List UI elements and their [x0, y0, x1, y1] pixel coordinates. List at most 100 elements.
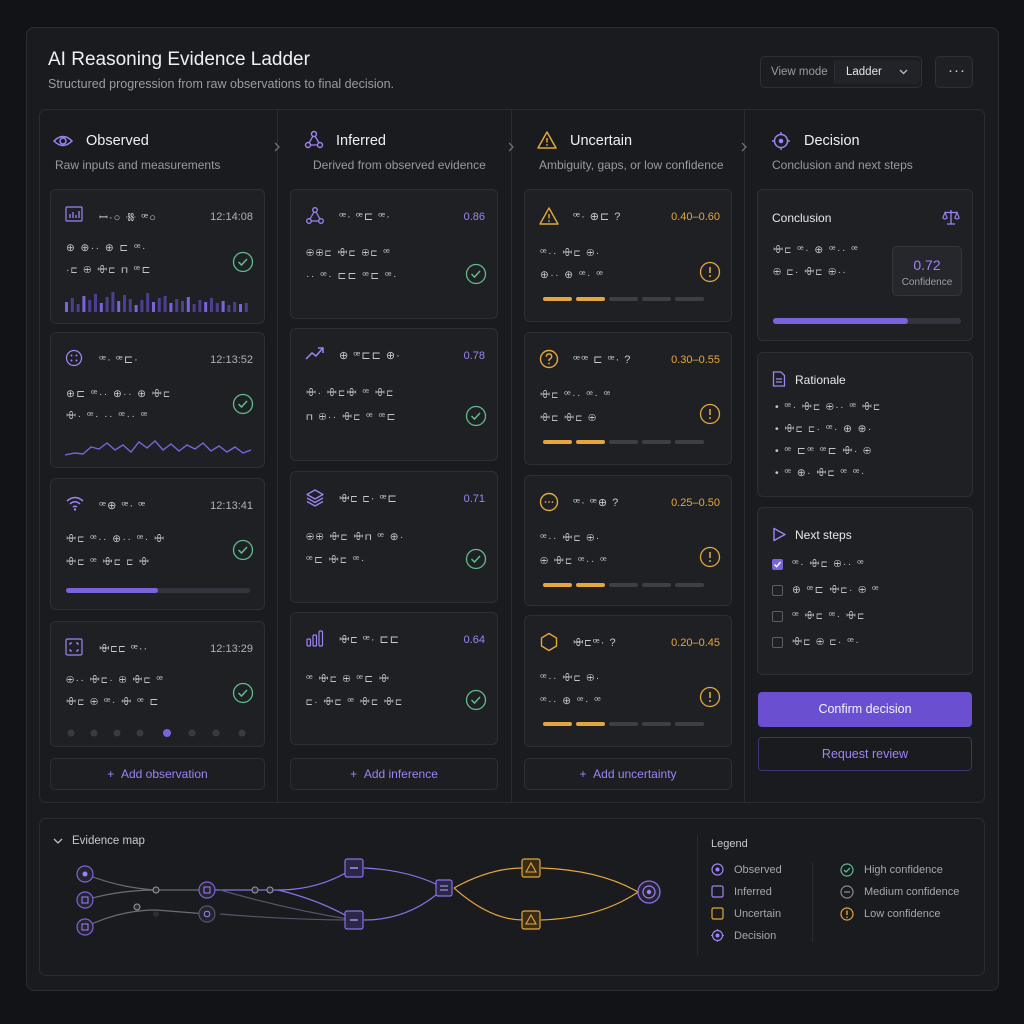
- network-icon: [304, 130, 324, 149]
- next-step-text: ⊕ ꟹ⊏ ꗳ⊏· ⊕ ꟹ: [792, 584, 881, 596]
- column-divider: [511, 110, 512, 802]
- inference-line: ·· ꟹ· ⊏⊏ ꟹ⊏ ꟹ·: [306, 270, 398, 282]
- high-confidence-check-icon: [465, 689, 487, 711]
- observation-card[interactable]: ꟹ· ꟹ⊏· 12:13:52 ⊕⊏ ꟹ·· ⊕·· ⊕ ꗳ⊏ ꗳ· ꟹ· ··…: [50, 332, 265, 468]
- document-icon: [772, 371, 786, 387]
- chevron-right-icon: [274, 142, 280, 152]
- spark-bar: [134, 305, 138, 312]
- spark-bar: [99, 303, 103, 312]
- view-mode-select[interactable]: Ladder: [834, 60, 920, 84]
- inference-line: ⊕⊕ ꗳ⊏ ꗳ⊓ ꟹ ⊕·: [306, 531, 405, 543]
- add-inference-button[interactable]: + Add inference: [290, 758, 498, 790]
- inference-card[interactable]: ꟹ· ꟹ⊏ ꟹ· 0.86 ⊕⊕⊏ ꗳ⊏ ⊕⊏ ꟹ ·· ꟹ· ⊏⊏ ꟹ⊏ ꟹ·: [290, 189, 498, 319]
- uncertainty-card[interactable]: ꟹ· ⊕⊏ ? 0.40–0.60 ꟹ·· ꗳ⊏ ⊕· ⊕·· ⊕ ꟹ· ꟹ: [524, 189, 732, 322]
- level-bar: [642, 297, 671, 301]
- uncertainty-title: ꟹꟹ ⊏ ꟹ· ?: [573, 354, 632, 366]
- spark-bar: [163, 296, 167, 312]
- evidence-map-graph[interactable]: [60, 850, 680, 950]
- inference-card[interactable]: ꗳ⊏ ⊏· ꟹ⊏ 0.71 ⊕⊕ ꗳ⊏ ꗳ⊓ ꟹ ⊕· ꟹ⊏ ꗳ⊏ ꟹ·: [290, 471, 498, 603]
- inference-score: 0.86: [463, 211, 485, 223]
- level-bar: [543, 583, 572, 587]
- high-confidence-icon: [840, 863, 854, 877]
- chevron-right-icon: [508, 142, 514, 152]
- rationale-item: • ꟹ ⊏ꟹ ꟹ⊏ ꗳ· ⊕: [775, 445, 873, 458]
- next-step-checkbox[interactable]: [772, 611, 783, 622]
- low-confidence-alert-icon: [699, 261, 721, 283]
- high-confidence-check-icon: [232, 393, 254, 415]
- observation-line: ꗳ⊏ ⊕ ꟹ· ꗳ ꟹ ⊏: [66, 696, 160, 708]
- high-confidence-check-icon: [232, 251, 254, 273]
- legend-inferred: Inferred: [734, 886, 772, 898]
- legend-divider: [812, 862, 813, 942]
- spark-bar: [94, 294, 97, 312]
- column-divider: [744, 110, 745, 802]
- level-bar: [609, 440, 638, 444]
- observation-card[interactable]: ꟷ·○ ꗥ ꟹ○ 12:14:08 ⊕ ⊕·· ⊕ ⊏ ꟹ· ·⊏ ⊕ ꗳ⊏ ⊓…: [50, 189, 265, 324]
- high-confidence-check-icon: [232, 539, 254, 561]
- spark-bar: [227, 305, 231, 312]
- more-options-button[interactable]: ···: [935, 56, 973, 88]
- confidence-value: 0.72: [913, 257, 941, 273]
- trend-up-icon: [305, 347, 324, 360]
- uncertainty-range: 0.20–0.45: [671, 637, 720, 649]
- page-title: AI Reasoning Evidence Ladder: [48, 49, 310, 70]
- question-icon: [539, 349, 559, 369]
- scan-icon: [65, 638, 83, 656]
- spark-bar: [215, 303, 219, 312]
- level-bar: [543, 297, 572, 301]
- confidence-label: Confidence: [901, 277, 953, 288]
- level-bar: [576, 440, 605, 444]
- level-bar: [543, 722, 572, 726]
- confirm-decision-button[interactable]: Confirm decision: [758, 692, 972, 727]
- eye-icon: [53, 135, 73, 147]
- next-step-checkbox[interactable]: [772, 585, 783, 596]
- high-confidence-check-icon: [465, 405, 487, 427]
- column-title-inferred: Inferred: [336, 133, 386, 149]
- spark-bar: [152, 302, 155, 312]
- observation-card[interactable]: ꟹ⊕ ꟹ· ꟹ 12:13:41 ꗳ⊏ ꟹ·· ⊕·· ꟹ· ꗳ ꗳ⊏ ꟹ ꗳ⊏…: [50, 478, 265, 610]
- observation-line: ·⊏ ⊕ ꗳ⊏ ⊓ ꟹ⊏: [66, 264, 152, 276]
- request-review-button[interactable]: Request review: [758, 737, 972, 771]
- chevron-down-icon[interactable]: [53, 837, 63, 845]
- bullet: •: [775, 445, 785, 457]
- high-confidence-check-icon: [465, 548, 487, 570]
- observation-card[interactable]: ꗳ⊏⊏ ꟹ·· 12:13:29 ⊕·· ꗳ⊏· ⊕ ꗳ⊏ ꟹ ꗳ⊏ ⊕ ꟹ· …: [50, 621, 265, 747]
- inference-card[interactable]: ⊕ ꟹ⊏⊏ ⊕· 0.78 ꗳ· ꗳ⊏ꗳ ꟹ ꗳ⊏ ⊓ ⊕·· ꗳ⊏ ꟹ ꟹ⊏: [290, 328, 498, 461]
- spark-bar: [128, 299, 132, 312]
- uncertainty-line: ꟹ·· ꗳ⊏ ⊕·: [540, 532, 601, 544]
- spark-bar: [70, 298, 74, 312]
- level-bar: [675, 583, 704, 587]
- observation-title: ꟹ⊕ ꟹ· ꟹ: [99, 500, 147, 512]
- confidence-box: 0.72 Confidence: [892, 246, 962, 296]
- observation-progress-fill: [66, 588, 158, 593]
- uncertainty-range: 0.40–0.60: [671, 211, 720, 223]
- uncertainty-card[interactable]: ꗳ⊏ꟹ· ? 0.20–0.45 ꟹ·· ꗳ⊏ ⊕· ꟹ·· ⊕ ꟹ· ꟹ: [524, 615, 732, 747]
- scale-icon: [942, 210, 960, 225]
- inference-score: 0.71: [463, 493, 485, 505]
- next-step-checkbox[interactable]: [772, 637, 783, 648]
- legend-title: Legend: [711, 838, 748, 850]
- uncertainty-card[interactable]: ꟹꟹ ⊏ ꟹ· ? 0.30–0.55 ꗳ⊏ ꟹ·· ꟹ· ꟹ ꗳ⊏ ꗳ⊏ ⊕: [524, 332, 732, 465]
- conclusion-title: Conclusion: [772, 211, 832, 225]
- inference-card[interactable]: ꗳ⊏ ꟹ· ⊏⊏ 0.64 ꟹ ꗳ⊏ ⊕ ꟹ⊏ ꗳ ⊏· ꗳ⊏ ꟹ ꗳ⊏ ꗳ⊏: [290, 612, 498, 745]
- low-confidence-alert-icon: [699, 403, 721, 425]
- uncertainty-card[interactable]: ꟹ· ꟹ⊕ ? 0.25–0.50 ꟹ·· ꗳ⊏ ⊕· ⊕ ꗳ⊏ ꟹ·· ꟹ: [524, 475, 732, 606]
- rationale-text: ꟹ ⊕· ꗳ⊏ ꟹ ꟹ·: [784, 467, 866, 479]
- spark-bar: [181, 301, 184, 312]
- low-confidence-alert-icon: [699, 546, 721, 568]
- inference-title: ⊕ ꟹ⊏⊏ ⊕·: [339, 350, 401, 362]
- conclusion-line: ⊕ ⊏· ꗳ⊏ ⊕··: [773, 266, 848, 278]
- bar-chart-icon: [65, 206, 83, 222]
- legend-high-confidence: High confidence: [864, 864, 943, 876]
- legend-medium-confidence: Medium confidence: [864, 886, 960, 898]
- spark-bar: [239, 304, 242, 312]
- bullet: •: [775, 423, 785, 435]
- next-steps-card: Next steps ꟹ· ꗳ⊏ ⊕·· ꟹ ⊕ ꟹ⊏ ꗳ⊏· ⊕ ꟹ ꟹ ꗳ⊏ ꟹ…: [757, 507, 973, 675]
- uncertainty-line: ꗳ⊏ ꟹ·· ꟹ· ꟹ: [540, 389, 612, 401]
- page-dots[interactable]: [65, 726, 251, 740]
- next-step-checkbox[interactable]: [772, 559, 783, 570]
- add-uncertainty-button[interactable]: + Add uncertainty: [524, 758, 732, 790]
- level-bar: [576, 297, 605, 301]
- add-observation-button[interactable]: + Add observation: [50, 758, 265, 790]
- uncertainty-range: 0.25–0.50: [671, 497, 720, 509]
